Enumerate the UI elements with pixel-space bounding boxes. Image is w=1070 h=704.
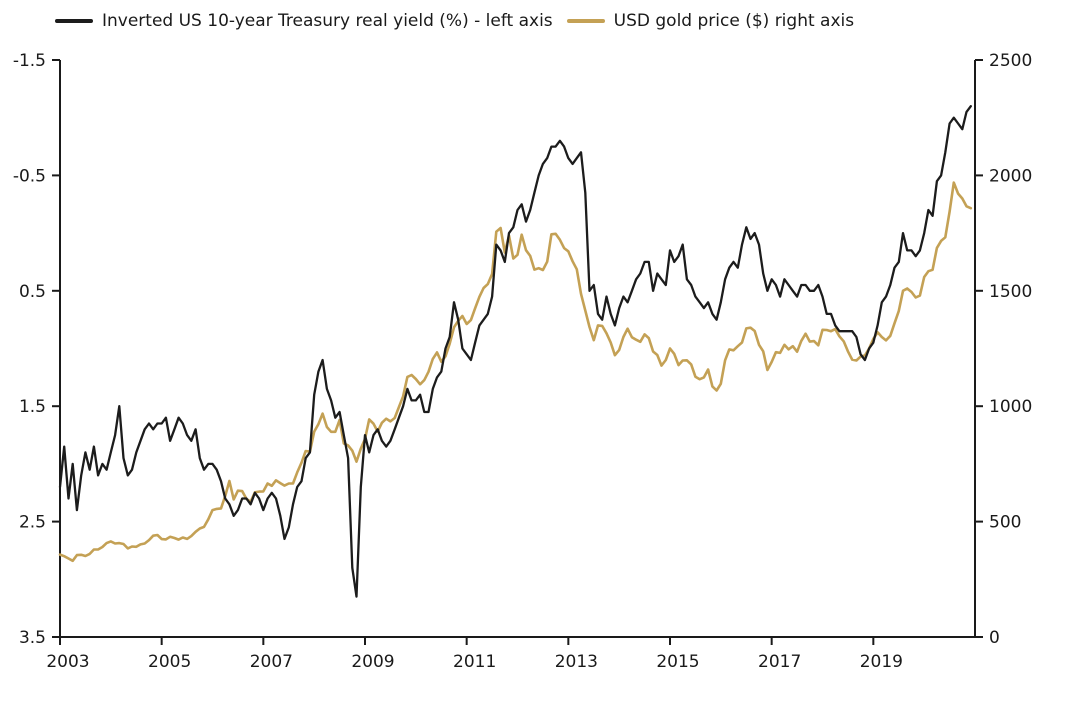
x-axis-tick-label: 2015	[656, 652, 699, 672]
left-axis-tick-label: 1.5	[19, 397, 46, 417]
right-axis-tick-label: 0	[989, 628, 1000, 648]
left-axis-tick-label: -1.5	[13, 51, 46, 71]
x-axis-tick-label: 2011	[453, 652, 496, 672]
gold-price-line-swatch-icon	[566, 19, 605, 23]
x-axis-tick-label: 2013	[555, 652, 598, 672]
x-axis-tick-label: 2019	[860, 652, 903, 672]
left-axis-tick-label: 2.5	[19, 513, 46, 533]
right-axis-tick-label: 2000	[989, 166, 1032, 186]
left-axis-tick-label: -0.5	[13, 166, 46, 186]
x-axis-tick-label: 2009	[351, 652, 394, 672]
x-axis-tick-label: 2007	[250, 652, 293, 672]
real-yield-line-swatch-icon	[55, 19, 93, 23]
legend-label-real-yield: Inverted US 10-year Treasury real yield …	[102, 11, 553, 31]
real-yield-line	[58, 105, 972, 598]
left-axis-tick-label: 3.5	[19, 628, 46, 648]
x-axis-tick-label: 2003	[46, 652, 89, 672]
gold-price-line	[58, 181, 973, 563]
right-axis-tick-label: 1500	[989, 282, 1032, 302]
legend-item-real-yield: Inverted US 10-year Treasury real yield …	[55, 9, 553, 33]
right-axis-tick-label: 2500	[989, 51, 1032, 71]
x-axis-tick-label: 2017	[758, 652, 801, 672]
x-axis-tick-label: 2005	[148, 652, 191, 672]
legend: Inverted US 10-year Treasury real yield …	[55, 9, 1070, 33]
right-axis-tick-label: 1000	[989, 397, 1032, 417]
left-axis-tick-label: 0.5	[19, 282, 46, 302]
legend-item-gold-price: USD gold price ($) right axis	[566, 9, 855, 33]
legend-label-gold-price: USD gold price ($) right axis	[613, 11, 855, 31]
right-axis-tick-label: 500	[989, 513, 1021, 533]
